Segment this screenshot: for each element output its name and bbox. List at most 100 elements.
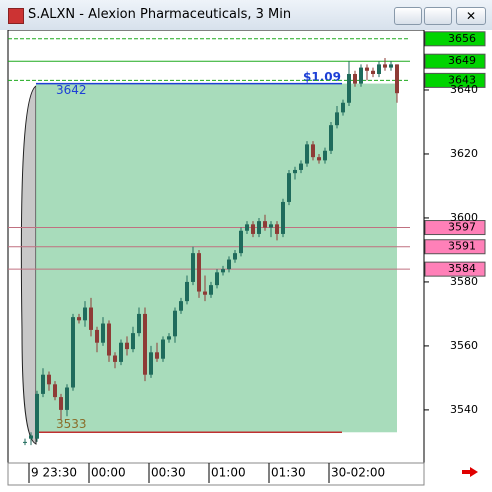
profile-shape <box>20 85 37 445</box>
level-label: 3597 <box>448 221 476 234</box>
x-tick-label: 30-02:00 <box>331 466 385 480</box>
candle-body <box>35 393 39 439</box>
candle-body <box>113 355 117 362</box>
candle-body <box>221 269 225 273</box>
candle-body <box>71 317 75 388</box>
candle-body <box>41 374 45 394</box>
y-tick-label: 3640 <box>450 83 478 96</box>
candle-body <box>269 224 273 228</box>
candle-body <box>383 64 387 68</box>
window-title: S.ALXN - Alexion Pharmaceuticals, 3 Min <box>28 7 292 22</box>
candle-body <box>215 272 219 286</box>
entry-label: 3642 <box>56 83 87 97</box>
profit-label: $1.09 <box>303 70 341 84</box>
candle-body <box>143 313 147 375</box>
x-tick-label: 01:30 <box>271 466 306 480</box>
candle-body <box>179 301 183 311</box>
candle-body <box>53 384 57 398</box>
candle-body <box>227 259 231 270</box>
y-tick-label: 3560 <box>450 339 478 352</box>
level-box <box>424 72 486 88</box>
candle-body <box>251 224 255 234</box>
candle-body <box>125 342 129 350</box>
time-axis <box>7 462 425 486</box>
chart: 3642 $1.09 3533 3656 3649 3643 3597 3591 3584 354… <box>0 30 492 492</box>
candle-body <box>185 281 189 302</box>
candle-body <box>395 64 399 94</box>
candle-body <box>329 125 333 151</box>
candle-body <box>371 70 375 74</box>
candle-body <box>149 352 153 375</box>
candle-body <box>305 144 309 164</box>
level-box <box>424 31 486 47</box>
candle-body <box>209 285 213 295</box>
level-label: 3584 <box>448 262 476 275</box>
candle-body <box>89 307 93 330</box>
candle-body <box>335 112 339 126</box>
candle-body <box>317 157 321 161</box>
maximize-button[interactable] <box>424 7 452 25</box>
title-bar: S.ALXN - Alexion Pharmaceuticals, 3 Min … <box>0 0 492 30</box>
candle-body <box>239 230 243 254</box>
candle-body <box>359 67 363 84</box>
candle-body <box>83 307 87 321</box>
level-box <box>424 220 486 236</box>
level-label: 3591 <box>448 240 476 253</box>
candle-body <box>173 310 177 337</box>
candle-body <box>191 253 195 282</box>
candle-body <box>95 329 99 343</box>
candle-body <box>155 352 159 359</box>
candle-body <box>365 67 369 71</box>
candle-body <box>389 64 393 68</box>
y-tick-label: 3580 <box>450 275 478 288</box>
app-icon <box>8 8 24 24</box>
candle-body <box>347 73 351 103</box>
candle-body <box>77 317 81 321</box>
candle-body <box>101 323 105 343</box>
candle-body <box>323 150 327 161</box>
x-tick-label: 9 23:30 <box>31 466 77 480</box>
level-box <box>424 261 486 277</box>
level-label: 3643 <box>448 73 476 86</box>
stop-label: 3533 <box>56 417 87 431</box>
level-box <box>424 53 486 69</box>
candle-body <box>311 144 315 158</box>
candle-body <box>167 336 171 340</box>
x-tick-label: 01:00 <box>211 466 246 480</box>
candle-body <box>161 339 165 359</box>
y-tick-label: 3600 <box>450 211 478 224</box>
y-tick-label: 3540 <box>450 403 478 416</box>
candle-body <box>131 333 135 350</box>
candle-body <box>137 313 141 334</box>
candle-body <box>299 163 303 170</box>
candle-body <box>341 102 345 113</box>
candle-body <box>293 169 297 174</box>
y-tick-label: 3620 <box>450 147 478 160</box>
candle-body <box>29 435 33 439</box>
candle-body <box>59 397 63 410</box>
close-button[interactable]: ✕ <box>456 7 486 25</box>
candle-body <box>245 224 249 231</box>
candle-body <box>233 253 237 260</box>
candle-body <box>197 253 201 292</box>
level-label: 3649 <box>448 54 476 67</box>
candle-body <box>203 291 207 295</box>
position-area <box>36 83 397 433</box>
candle-body <box>257 221 261 234</box>
candle-body <box>353 73 357 84</box>
candle-body <box>281 201 285 234</box>
x-tick-label: 00:00 <box>91 466 126 480</box>
candle-body <box>263 221 267 228</box>
candle-body <box>65 387 69 410</box>
candle-body <box>377 64 381 74</box>
candle-body <box>119 342 123 362</box>
level-label: 3656 <box>448 32 476 45</box>
level-box <box>424 239 486 255</box>
minimize-button[interactable] <box>394 7 422 25</box>
scroll-arrow[interactable] <box>462 467 478 477</box>
candle-body <box>107 323 111 356</box>
x-tick-label: 00:30 <box>151 466 186 480</box>
candle-body <box>275 224 279 234</box>
candle-body <box>287 173 291 202</box>
